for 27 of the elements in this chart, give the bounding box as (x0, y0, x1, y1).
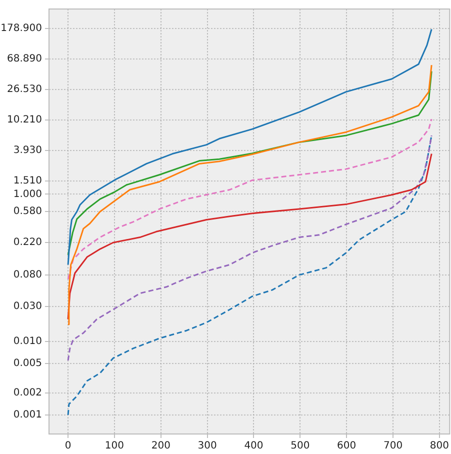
x-tick-label: 800 (430, 440, 450, 452)
y-tick-label: 0.002 (13, 387, 42, 398)
x-tick-label: 400 (244, 440, 264, 452)
y-tick-label: 0.080 (13, 270, 42, 281)
y-tick-label: 0.580 (13, 206, 42, 218)
x-tick-label: 600 (337, 440, 356, 452)
line-series (67, 134, 432, 416)
y-tick-label: 3.930 (13, 145, 42, 156)
y-tick-label: 1.000 (13, 188, 42, 200)
line-series (67, 134, 432, 362)
y-tick-label: 0.001 (13, 409, 42, 420)
y-tick-label: 0.220 (13, 237, 42, 248)
y-tick-label: 0.030 (13, 300, 42, 312)
x-tick-label: 0 (64, 440, 72, 452)
line-series (67, 118, 432, 280)
y-tick-label: 0.010 (13, 336, 42, 347)
y-tick-label: 1.510 (13, 176, 42, 187)
y-tick-label: 178.900 (0, 23, 42, 34)
x-tick-label: 500 (290, 440, 310, 452)
y-tick-label: 10.210 (7, 114, 42, 126)
y-tick-label: 0.005 (13, 358, 42, 370)
x-tick-label: 200 (151, 440, 170, 452)
x-tick-label: 700 (383, 440, 403, 452)
x-tick-label: 100 (104, 440, 124, 452)
x-tick-label: 300 (198, 440, 217, 452)
y-tick-label: 68.890 (7, 54, 42, 65)
y-tick-label: 26.530 (7, 84, 42, 96)
